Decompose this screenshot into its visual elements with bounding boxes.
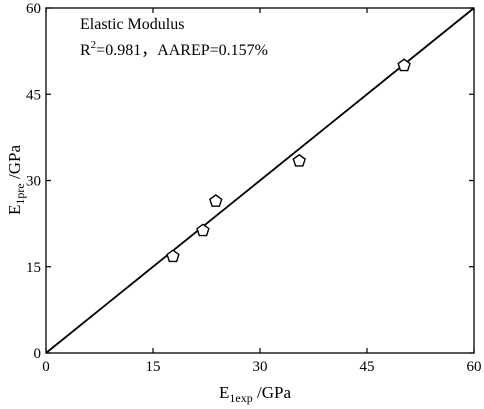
x-tick-label: 60	[467, 359, 482, 375]
x-tick-label: 45	[360, 359, 375, 375]
y-tick-label: 15	[26, 260, 41, 276]
data-point	[196, 223, 210, 237]
chart-annotation-title: Elastic Modulus	[80, 16, 184, 33]
x-tick-label: 30	[253, 359, 268, 375]
x-tick-label: 0	[42, 359, 50, 375]
reference-line	[45, 7, 475, 354]
x-tick-label: 15	[146, 359, 161, 375]
y-axis-title: E1pre /GPa	[5, 145, 27, 215]
y-tick-label: 60	[26, 1, 41, 17]
data-point	[166, 249, 180, 263]
y-tick-label: 0	[34, 346, 42, 362]
y-tick-label: 45	[26, 87, 41, 103]
data-point	[209, 194, 223, 207]
y-tick-label: 30	[26, 174, 41, 190]
chart-annotation-stats: R2=0.981，AAREP=0.157%	[80, 39, 268, 59]
data-point	[397, 58, 411, 72]
plot-area: 0 15 30 45 60 0 15 30 45 60	[26, 1, 482, 375]
data-point	[292, 153, 306, 167]
chart-annotation: Elastic Modulus R2=0.981，AAREP=0.157%	[80, 16, 268, 59]
x-axis-title: E1exp /GPa	[219, 383, 291, 405]
